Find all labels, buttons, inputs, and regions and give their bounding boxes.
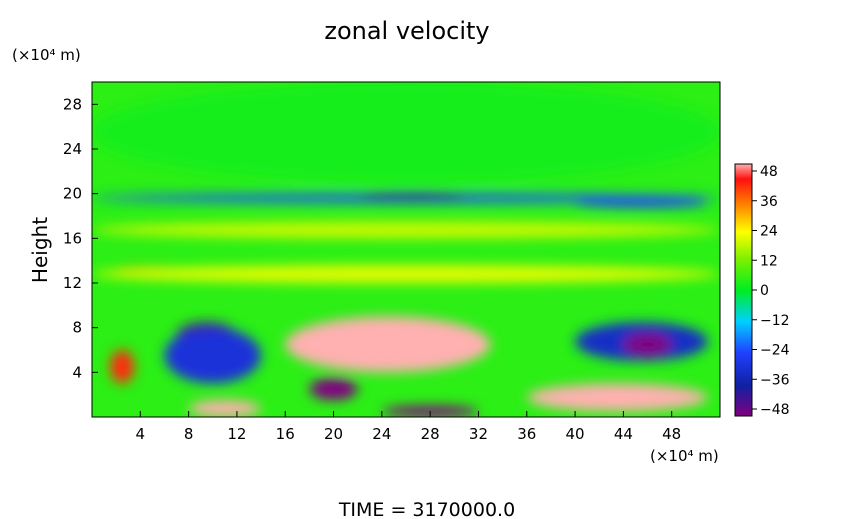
- heatmap-feature: [110, 350, 135, 384]
- x-tick-label: 32: [469, 425, 488, 443]
- plot-frame: [91, 81, 721, 418]
- heatmap-feature: [92, 82, 720, 183]
- heatmap-feature: [623, 333, 672, 356]
- colorbar-tick-label: 48: [760, 164, 778, 180]
- heatmap-feature: [575, 198, 708, 208]
- y-tick-label: 12: [63, 274, 82, 292]
- y-tick-label: 4: [72, 363, 82, 381]
- heatmap-feature: [357, 192, 467, 199]
- colorbar-tick-label: −48: [760, 402, 790, 418]
- heatmap-feature: [92, 265, 720, 284]
- x-tick-label: 20: [324, 425, 343, 443]
- colorbar-tick-label: −36: [760, 372, 790, 388]
- x-tick-label: 28: [421, 425, 440, 443]
- y-tick-label: 28: [63, 95, 82, 113]
- x-tick-label: 36: [517, 425, 536, 443]
- x-axis: 4 8 12 16 20 24 28 32 36 40 44 48: [136, 411, 681, 443]
- colorbar-ticks: 48 36 24 12 0 −12 −24 −36 −48: [752, 164, 790, 418]
- x-tick-label: 44: [614, 425, 633, 443]
- y-tick-label: 8: [72, 319, 82, 337]
- x-unit-label: (×10⁴ m): [650, 447, 719, 465]
- y-tick-label: 16: [63, 229, 82, 247]
- colorbar-tick-label: 36: [760, 194, 778, 210]
- colorbar-tick-label: −24: [760, 343, 790, 359]
- x-tick-label: 8: [184, 425, 194, 443]
- y-axis: 4 8 12 16 20 24 28: [63, 95, 98, 381]
- colorbar-tick-label: 0: [760, 283, 769, 299]
- colorbar-tick-label: 24: [760, 224, 778, 240]
- y-unit-label: (×10⁴ m): [12, 46, 81, 64]
- heatmap-feature: [285, 316, 491, 373]
- y-tick-label: 20: [63, 185, 82, 203]
- x-tick-label: 40: [566, 425, 585, 443]
- chart-title: zonal velocity: [324, 17, 489, 45]
- heatmap-feature: [188, 400, 262, 417]
- heatmap-feature: [164, 327, 262, 384]
- y-tick-label: 24: [63, 140, 82, 158]
- x-tick-label: 12: [227, 425, 246, 443]
- heatmap-area: [92, 82, 720, 417]
- x-tick-label: 16: [276, 425, 295, 443]
- x-tick-label: 24: [372, 425, 391, 443]
- colorbar: [734, 163, 753, 417]
- x-tick-label: 4: [136, 425, 146, 443]
- x-tick-label: 48: [662, 425, 681, 443]
- colorbar-tick-label: −12: [760, 313, 790, 329]
- colorbar-tick-label: 12: [760, 253, 778, 269]
- y-axis-label: Height: [28, 217, 52, 283]
- time-footer: TIME = 3170000.0: [338, 499, 515, 519]
- heatmap-feature: [309, 377, 358, 401]
- heatmap-feature: [92, 221, 720, 239]
- heatmap-feature: [526, 383, 708, 412]
